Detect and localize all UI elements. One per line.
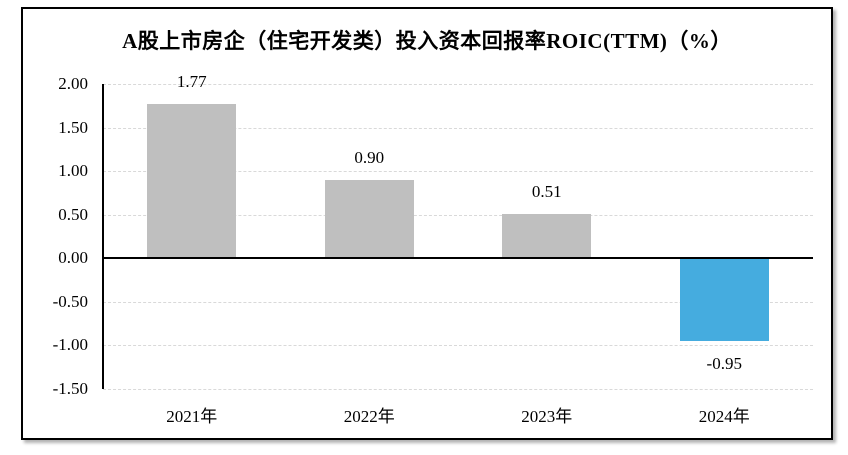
gridline xyxy=(103,301,813,303)
x-category-label: 2023年 xyxy=(521,407,573,426)
bar-value-label: 0.51 xyxy=(531,181,562,201)
bar xyxy=(679,258,769,342)
gridline xyxy=(103,345,813,347)
x-axis-labels: 2021年 2022年 2023年 2024年 xyxy=(103,405,813,429)
gridline xyxy=(103,171,813,173)
gridline xyxy=(103,127,813,129)
y-tick-label: 0.00 xyxy=(58,248,88,268)
bar-value-label: 1.77 xyxy=(176,72,207,92)
bar xyxy=(147,104,237,259)
zero-axis-line xyxy=(103,257,813,260)
bar xyxy=(324,179,414,259)
x-category-label: 2021年 xyxy=(166,407,218,426)
gridline xyxy=(103,84,813,85)
x-category-label: 2022年 xyxy=(343,407,395,426)
y-tick-label: 1.00 xyxy=(58,161,88,181)
bar-value-label: -0.95 xyxy=(706,354,742,374)
y-tick-label: 2.00 xyxy=(58,74,88,93)
y-tick-label: -1.00 xyxy=(52,335,88,355)
bar xyxy=(502,213,592,259)
y-tick-label: 1.50 xyxy=(58,117,88,137)
chart-panel: A股上市房企（住宅开发类）投入资本回报率ROIC(TTM)（%） 1.77 0.9… xyxy=(21,7,833,440)
y-axis-ticks: 2.00 1.50 1.00 0.50 0.00 -0.50 -1.00 -1.50 xyxy=(23,74,88,398)
y-tick-label: 0.50 xyxy=(58,204,88,224)
chart-title: A股上市房企（住宅开发类）投入资本回报率ROIC(TTM)（%） xyxy=(122,29,732,53)
x-category-label: 2024年 xyxy=(698,407,750,426)
y-tick-label: -1.50 xyxy=(52,379,88,398)
y-axis-line xyxy=(102,84,104,389)
gridline xyxy=(103,389,813,390)
y-tick-label: -0.50 xyxy=(52,291,88,311)
bar-value-label: 0.90 xyxy=(354,147,385,167)
plot-area: 1.77 0.90 0.51 -0.95 xyxy=(102,72,813,390)
gridline xyxy=(103,214,813,216)
